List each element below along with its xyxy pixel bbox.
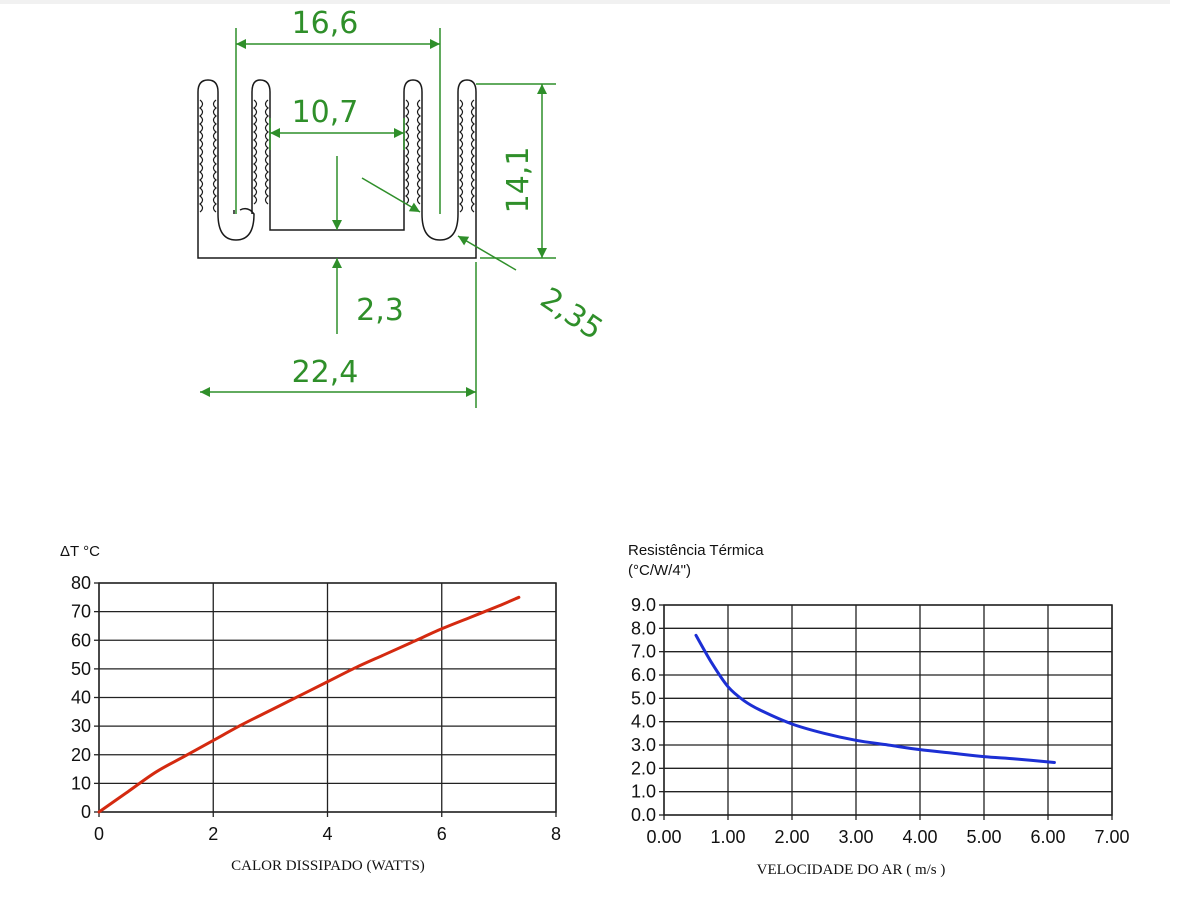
right-keyhole (421, 213, 459, 241)
chart1-x-axis-title: CALOR DISSIPADO (WATTS) (231, 858, 425, 874)
c2-xtick-label: 0.00 (646, 827, 681, 847)
chart2-y-axis-title-line2: (°C/W/4") (628, 562, 691, 579)
c1-xtick-label: 2 (208, 824, 218, 844)
c2-ytick-label: 7.0 (631, 642, 656, 662)
dim-label-2-35: 2,35 (534, 281, 609, 347)
chart2-y-axis-title-line1: Resistência Térmica (628, 542, 764, 559)
dim-arrow-2-35-b (457, 235, 517, 271)
c1-xtick-label: 0 (94, 824, 104, 844)
chart1-y-axis-title: ΔT °C (60, 543, 100, 560)
c2-xtick-label: 5.00 (966, 827, 1001, 847)
fin-serration-8 (470, 99, 475, 213)
c2-ytick-label: 1.0 (631, 782, 656, 802)
c1-ytick-label: 70 (71, 602, 91, 622)
c2-xtick-label: 6.00 (1030, 827, 1065, 847)
c2-ytick-label: 3.0 (631, 735, 656, 755)
dim-label-14-1: 14,1 (501, 147, 536, 214)
fin-serration-3 (253, 99, 258, 205)
profile-outline (197, 79, 477, 259)
c2-ytick-label: 9.0 (631, 595, 656, 615)
chart2-series-line (694, 633, 1056, 764)
c1-xtick-label: 8 (551, 824, 561, 844)
fin-serration-1 (199, 99, 204, 213)
top-rule (0, 0, 1170, 4)
c1-ytick-label: 0 (81, 802, 91, 822)
c1-ytick-label: 50 (71, 659, 91, 679)
chart1-x-ticks: 0 2 4 6 8 (94, 824, 561, 844)
c2-ytick-label: 6.0 (631, 665, 656, 685)
dimension-lines (200, 28, 556, 408)
dim-label-2-3: 2,3 (356, 293, 404, 328)
chart1-series-line (97, 595, 521, 814)
c2-ytick-label: 2.0 (631, 758, 656, 778)
heatsink-profile-drawing: 16,6 10,7 14,1 2,3 2,35 22,4 (197, 6, 609, 408)
left-keyhole (217, 207, 255, 241)
chart2-grid (659, 604, 1113, 820)
chart-temperature-rise: ΔT °C 0 10 20 30 40 50 60 70 80 0 2 4 6 8 CALOR DISS… (60, 543, 561, 874)
fin-serration-4 (264, 99, 269, 205)
c1-ytick-label: 40 (71, 688, 91, 708)
c2-xtick-label: 7.00 (1094, 827, 1129, 847)
c2-ytick-label: 5.0 (631, 688, 656, 708)
c1-ytick-label: 80 (71, 573, 91, 593)
c2-xtick-label: 1.00 (710, 827, 745, 847)
fin-outer-right (457, 79, 477, 224)
chart2-x-axis-title: VELOCIDADE DO AR ( m/s ) (757, 862, 946, 878)
c1-ytick-label: 60 (71, 630, 91, 650)
dim-label-10-7: 10,7 (292, 95, 359, 130)
c1-ytick-label: 10 (71, 773, 91, 793)
c1-ytick-label: 30 (71, 716, 91, 736)
c2-ytick-label: 4.0 (631, 712, 656, 732)
c2-xtick-label: 3.00 (838, 827, 873, 847)
chart2-x-ticks: 0.00 1.00 2.00 3.00 4.00 5.00 6.00 7.00 (646, 827, 1129, 847)
c2-plot-frame (663, 604, 1113, 816)
c2-xtick-label: 4.00 (902, 827, 937, 847)
dim-label-22-4: 22,4 (292, 355, 359, 390)
chart2-y-ticks: 0.0 1.0 2.0 3.0 4.0 5.0 6.0 7.0 8.0 9.0 (631, 595, 656, 825)
fin-serration-5 (405, 99, 410, 205)
c2-xtick-label: 2.00 (774, 827, 809, 847)
fin-serration-2 (212, 99, 217, 213)
fin-serration-7 (459, 99, 464, 213)
c1-xtick-label: 6 (437, 824, 447, 844)
dim-label-16-6: 16,6 (292, 6, 359, 41)
dim-arrow-2-35-a (361, 177, 421, 213)
chart1-grid (94, 582, 557, 817)
c1-xtick-label: 4 (322, 824, 332, 844)
fin-serration-6 (416, 99, 421, 205)
chart1-y-ticks: 0 10 20 30 40 50 60 70 80 (71, 573, 91, 822)
chart-thermal-resistance: Resistência Térmica (°C/W/4") 0.0 1.0 2.0 3… (628, 542, 1130, 878)
c2-ytick-label: 8.0 (631, 618, 656, 638)
c1-ytick-label: 20 (71, 745, 91, 765)
fin-outer-left (197, 79, 219, 224)
c2-ytick-label: 0.0 (631, 805, 656, 825)
